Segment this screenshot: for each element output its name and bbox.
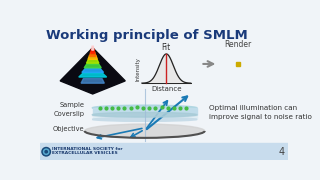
Polygon shape <box>82 69 104 72</box>
Bar <box>93 116 196 119</box>
Polygon shape <box>60 48 125 94</box>
Text: Objective: Objective <box>52 126 84 132</box>
Ellipse shape <box>92 114 197 118</box>
Text: INTERNATIONAL SOCIETY for: INTERNATIONAL SOCIETY for <box>52 147 123 151</box>
Circle shape <box>42 147 51 156</box>
Text: Working principle of SMLM: Working principle of SMLM <box>46 29 248 42</box>
Bar <box>93 108 196 115</box>
Polygon shape <box>86 59 99 63</box>
Polygon shape <box>88 55 97 59</box>
Text: Fit: Fit <box>162 43 171 52</box>
Polygon shape <box>92 46 94 50</box>
Polygon shape <box>79 73 107 77</box>
Text: Intensity: Intensity <box>135 57 140 80</box>
Text: Optimal illumination can
improve signal to noise ratio: Optimal illumination can improve signal … <box>209 105 312 120</box>
Ellipse shape <box>92 105 197 111</box>
Circle shape <box>45 151 47 153</box>
Text: Sample
Coverslip: Sample Coverslip <box>53 102 84 117</box>
Text: EXTRACELLULAR VESICLES: EXTRACELLULAR VESICLES <box>52 151 118 155</box>
Bar <box>40 143 288 160</box>
Text: Distance: Distance <box>151 86 181 91</box>
Text: 4: 4 <box>279 147 285 157</box>
Polygon shape <box>81 79 104 83</box>
Ellipse shape <box>84 124 205 138</box>
Text: Render: Render <box>224 40 251 49</box>
Polygon shape <box>84 64 101 68</box>
Polygon shape <box>90 52 96 56</box>
Polygon shape <box>91 49 95 53</box>
Ellipse shape <box>92 118 197 121</box>
Circle shape <box>44 149 49 154</box>
Ellipse shape <box>92 112 197 117</box>
